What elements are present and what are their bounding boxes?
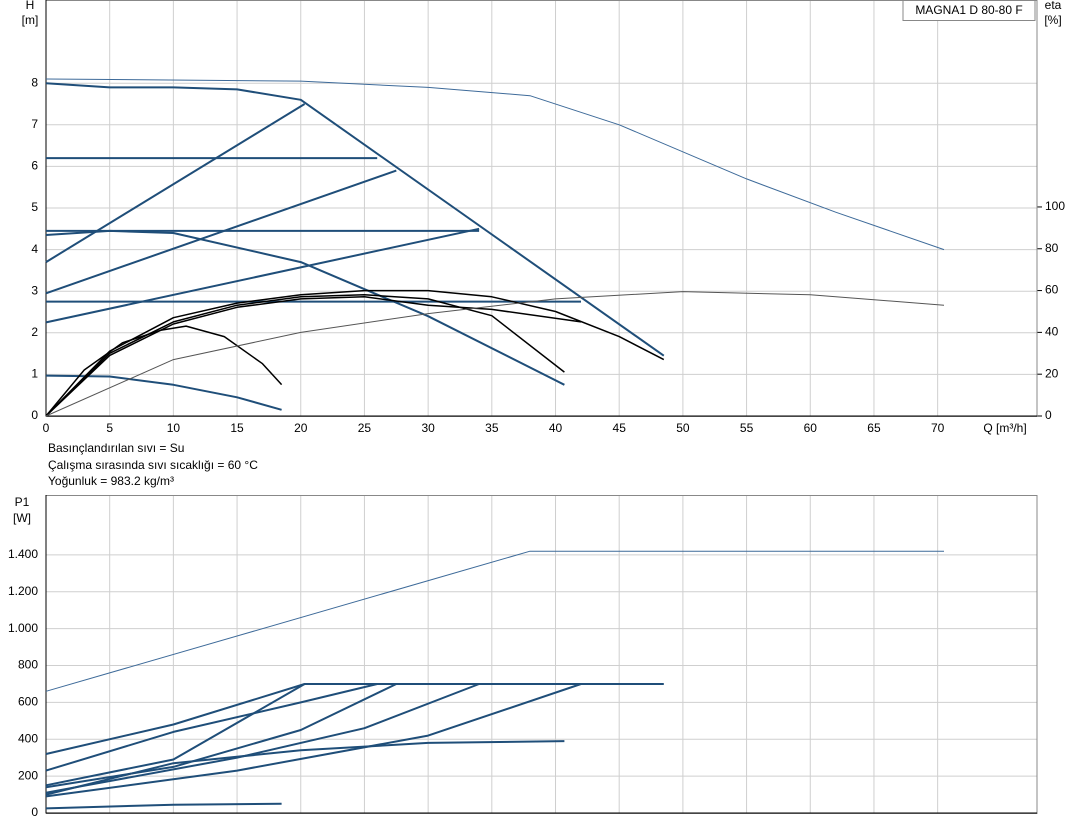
y2-tick-label: 60 [1045,283,1059,297]
x-tick-label: 0 [43,421,50,435]
y-tick-label: 5 [31,200,38,214]
x-label: Q [m³/h] [983,421,1026,435]
curve [45,683,306,787]
y-tick-label: 1.200 [8,584,38,598]
y2-tick-label: 80 [1045,241,1059,255]
curve [45,289,665,417]
y2-label: eta [1045,0,1062,12]
y-tick-label: 1 [31,367,38,381]
y-label: P1 [15,495,30,509]
y-unit: [W] [13,511,31,525]
curve [45,683,480,794]
y-tick-label: 1.400 [8,547,38,561]
y-tick-label: 7 [31,117,38,131]
curve [45,78,945,251]
y2-tick-label: 100 [1045,199,1065,213]
x-tick-label: 55 [740,421,754,435]
y2-unit: [%] [1044,13,1061,27]
curve [45,740,565,796]
y-tick-label: 1.000 [8,621,38,635]
curve [45,103,306,263]
curve [45,291,945,417]
chart-title: MAGNA1 D 80-80 F [915,3,1022,17]
x-tick-label: 60 [804,421,818,435]
y-tick-label: 0 [31,408,38,422]
y-tick-label: 400 [18,731,38,745]
curve [45,82,665,357]
title-box [902,0,1036,21]
y-label: H [26,0,35,12]
note: Basınçlandırılan sıvı = Su [48,441,184,455]
curve [45,227,480,324]
y-tick-label: 4 [31,242,38,256]
y-tick-label: 8 [31,75,38,89]
y-unit: [m] [22,13,39,27]
y2-tick-label: 40 [1045,325,1059,339]
y-tick-label: 800 [18,658,38,672]
y-tick-label: 6 [31,159,38,173]
x-tick-label: 20 [294,421,308,435]
curve [45,683,582,798]
y-tick-label: 200 [18,768,38,782]
x-tick-label: 50 [676,421,690,435]
x-tick-label: 30 [421,421,435,435]
x-tick-label: 10 [167,421,181,435]
y-tick-label: 600 [18,695,38,709]
curve [45,683,397,789]
x-tick-label: 40 [549,421,563,435]
x-tick-label: 45 [613,421,627,435]
curve [45,296,582,417]
y2-tick-label: 0 [1045,408,1052,422]
y-tick-label: 3 [31,283,38,297]
curve [45,802,282,810]
curve [45,294,565,417]
curve [45,229,565,386]
curve [45,683,378,772]
note: Çalışma sırasında sıvı sıcaklığı = 60 °C [48,458,258,472]
curve [45,550,944,692]
x-tick-label: 35 [485,421,499,435]
y-tick-label: 2 [31,325,38,339]
note: Yoğunluk = 983.2 kg/m³ [48,474,174,488]
x-tick-label: 25 [358,421,372,435]
x-tick-label: 65 [867,421,881,435]
curve [45,325,283,417]
y2-tick-label: 20 [1045,366,1059,380]
curve [45,169,397,295]
y-tick-label: 0 [31,805,38,819]
x-tick-label: 70 [931,421,945,435]
curve [45,683,664,755]
x-tick-label: 15 [230,421,244,435]
x-tick-label: 5 [106,421,113,435]
